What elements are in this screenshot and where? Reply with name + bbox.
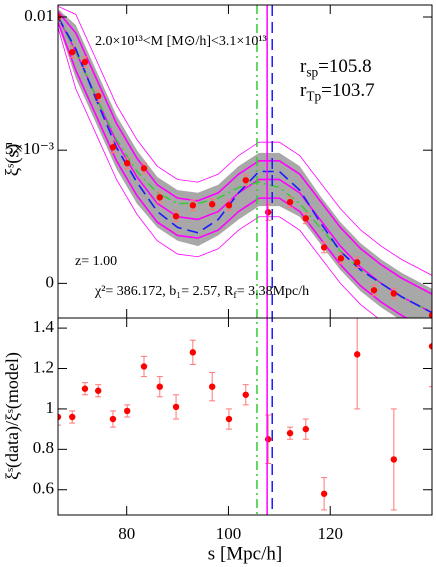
y-tick-label: 0.6 <box>33 479 54 498</box>
data-point <box>320 490 328 497</box>
data-point <box>94 387 102 394</box>
data-point <box>354 351 361 358</box>
data-point <box>109 415 117 423</box>
annotation-part: Tp <box>306 89 321 104</box>
data-point <box>140 363 148 370</box>
data-point <box>225 415 233 423</box>
y-tick-label: 0.01 <box>24 6 54 25</box>
data-point <box>189 202 197 209</box>
ticks: 0 5×10⁻³ 0.01 0.6 0.8 1 1.2 1.4 80 100 120 <box>5 5 432 543</box>
y-axis-label: ξˢ(data)/ξˢ(model) <box>2 352 23 480</box>
data-point <box>242 177 249 184</box>
annotation: 2.0×10¹³<M [M⊙/h]<3.1×10¹³ <box>95 34 267 49</box>
y-tick-label: 0.8 <box>33 438 54 457</box>
annotation: rsp=105.8 <box>300 56 372 79</box>
data-point <box>354 259 361 266</box>
data-point <box>390 456 398 463</box>
model-curve <box>58 27 379 318</box>
model-curve <box>58 16 432 314</box>
data-point <box>225 202 233 209</box>
annotation-part: z= 1.00 <box>75 254 117 269</box>
data-point <box>69 413 76 421</box>
data-point <box>286 198 294 206</box>
data-point <box>337 255 345 262</box>
y-tick-label: 1 <box>46 398 55 417</box>
data-point <box>140 165 148 172</box>
data-point <box>81 58 89 66</box>
annotation-part: r <box>300 80 307 101</box>
x-tick-label: 100 <box>216 524 242 543</box>
data-point <box>264 436 272 443</box>
annotation-part: r <box>300 56 307 77</box>
data-point <box>58 413 62 421</box>
data-point <box>208 383 216 390</box>
x-tick-label: 80 <box>118 524 135 543</box>
data-point <box>428 312 432 318</box>
data-point <box>94 92 102 100</box>
data-point <box>156 194 163 201</box>
annotation: rTp=103.7 <box>300 80 375 103</box>
annotation: z= 1.00 <box>75 254 117 269</box>
data-point <box>156 383 163 390</box>
data-point <box>286 429 294 437</box>
annotation-part: sp <box>306 65 318 80</box>
x-axis-label: s [Mpc/h] <box>208 543 282 564</box>
x-tick-label: 120 <box>317 524 343 543</box>
annotation-part: =103.7 <box>321 80 374 101</box>
y-axis-label: ξˢ(s) <box>2 144 23 177</box>
annotation-part: χ²= 386.172, b₁= 2.57, R <box>94 284 234 299</box>
data-point <box>390 290 398 297</box>
data-point <box>69 48 76 56</box>
model-curve <box>58 16 432 314</box>
data-point <box>302 215 310 222</box>
data-point <box>320 244 328 251</box>
annotation-part: =105.8 <box>318 56 371 77</box>
annotation-part: f <box>233 290 237 301</box>
data-point <box>81 385 89 392</box>
data-point <box>109 144 117 151</box>
error-band <box>58 8 432 318</box>
data-point <box>208 201 216 208</box>
data-point <box>302 425 310 433</box>
y-tick-label: 1.4 <box>33 317 55 336</box>
data-point <box>370 287 378 294</box>
data-point <box>124 407 131 415</box>
vertical-lines <box>256 5 273 515</box>
y-tick-label: 1.2 <box>33 357 54 376</box>
y-tick-label: 0 <box>46 272 55 291</box>
data-point <box>172 403 180 411</box>
annotation: χ²= 386.172, b₁= 2.57, Rf= 3.38Mpc/h <box>94 284 309 301</box>
data-point <box>428 343 432 350</box>
y-tick-label: 5×10⁻³ <box>5 139 54 158</box>
annotation-part: = 3.38Mpc/h <box>237 284 309 299</box>
bottom-plot <box>58 318 432 511</box>
data-point <box>264 209 272 216</box>
data-point <box>172 213 180 220</box>
data-point <box>189 349 197 356</box>
bottom-frame <box>57 317 433 516</box>
model-curve <box>58 11 432 295</box>
model-curve <box>58 5 432 276</box>
top-plot <box>58 5 432 318</box>
data-point <box>242 391 249 398</box>
model-curve <box>58 22 409 318</box>
data-point <box>124 160 131 167</box>
annotation-part: 2.0×10¹³<M [M⊙/h]<3.1×10¹³ <box>95 34 267 49</box>
